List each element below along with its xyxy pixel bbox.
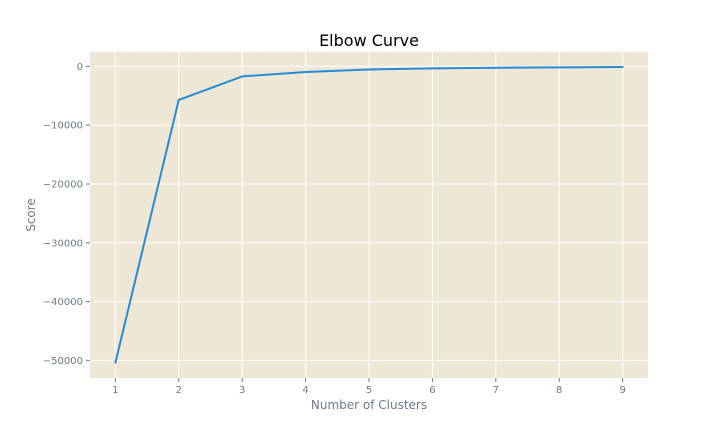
y-tick-label: 0 <box>77 62 83 73</box>
series-line <box>114 65 624 364</box>
x-tick-label: 9 <box>619 385 625 396</box>
x-tick-label: 4 <box>302 385 308 396</box>
x-tick-label: 6 <box>429 385 435 396</box>
chart-title: Elbow Curve <box>319 31 419 50</box>
x-tick-label: 7 <box>493 385 499 396</box>
y-tick-label: −30000 <box>43 238 83 249</box>
y-axis-label: Score <box>24 198 38 232</box>
x-axis: 1 2 3 4 5 6 7 8 9 <box>112 378 626 396</box>
x-axis-label: Number of Clusters <box>311 398 427 412</box>
x-tick-label: 5 <box>366 385 372 396</box>
y-tick-label: −10000 <box>43 121 83 132</box>
x-tick-label: 2 <box>176 385 182 396</box>
y-tick-label: −20000 <box>43 179 83 190</box>
y-tick-label: −40000 <box>43 297 83 308</box>
x-tick-label: 1 <box>112 385 118 396</box>
y-tick-label: −50000 <box>43 356 83 367</box>
x-tick-label: 3 <box>239 385 245 396</box>
x-tick-label: 8 <box>556 385 562 396</box>
y-axis: 0 −10000 −20000 −30000 −40000 −50000 <box>43 62 90 367</box>
series-group <box>114 65 624 364</box>
